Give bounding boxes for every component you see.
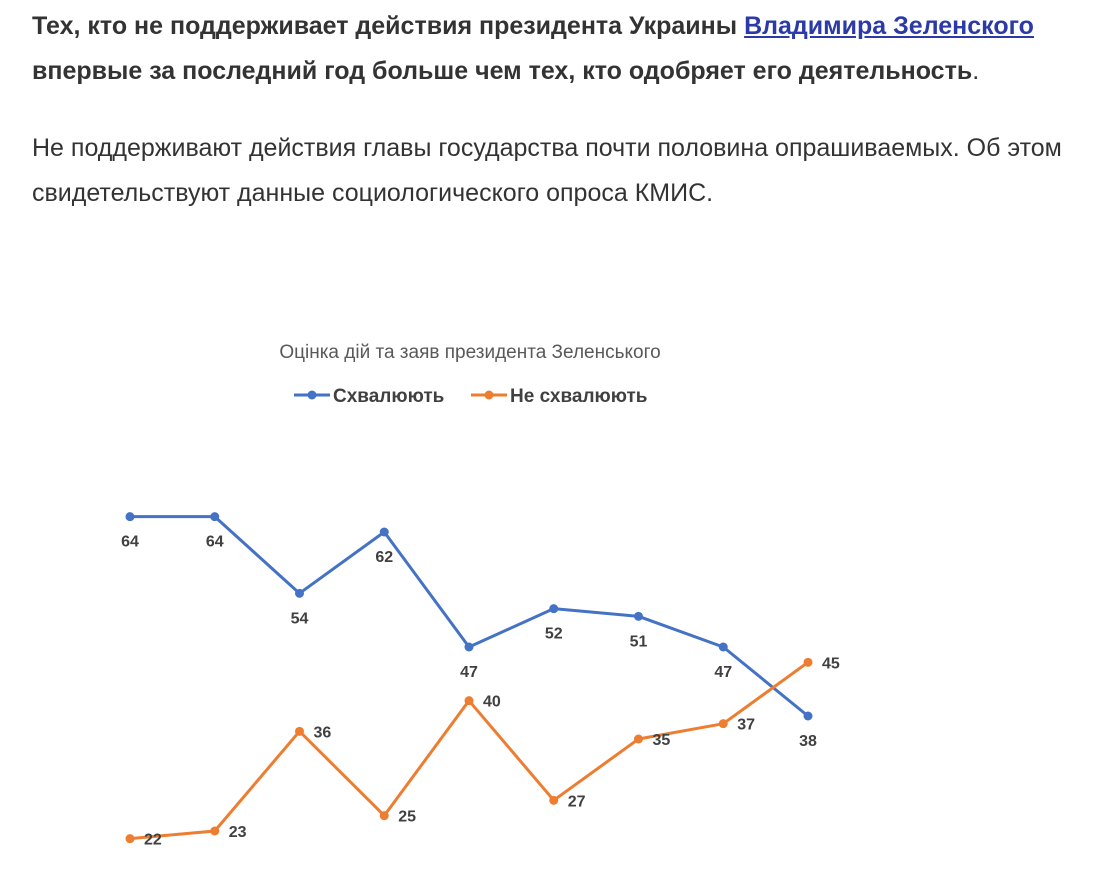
data-point-approve bbox=[549, 604, 559, 614]
data-label-disapprove: 22 bbox=[144, 832, 162, 849]
data-point-disapprove bbox=[803, 657, 813, 667]
line-chart: Оцінка дій та заяв президента Зеленськог… bbox=[121, 342, 840, 849]
data-point-disapprove bbox=[718, 719, 728, 729]
data-label-approve: 47 bbox=[714, 664, 732, 681]
data-label-approve: 51 bbox=[630, 633, 648, 650]
data-label-disapprove: 45 bbox=[822, 655, 840, 672]
data-point-approve bbox=[210, 512, 220, 522]
data-label-approve: 38 bbox=[799, 733, 817, 750]
lead-text-start: Тех, кто не поддерживает действия презид… bbox=[32, 12, 745, 40]
data-label-disapprove: 37 bbox=[737, 717, 755, 734]
legend-label-disapprove: Не схвалюють bbox=[510, 386, 647, 407]
data-label-disapprove: 36 bbox=[314, 724, 332, 741]
series-line-disapprove bbox=[129, 661, 809, 841]
data-point-disapprove bbox=[634, 734, 643, 744]
plot-area: 64 64 54 62 47 52 51 47 38 22 23 36 25 40 27 35 37 45 bbox=[121, 512, 840, 849]
chart-legend: Схвалюють Не схвалюють bbox=[294, 386, 647, 407]
data-point-disapprove bbox=[379, 811, 389, 821]
legend-label-approve: Схвалюють bbox=[333, 386, 444, 407]
data-label-disapprove: 27 bbox=[568, 793, 586, 810]
lead-paragraph: Тех, кто не поддерживает действия презид… bbox=[32, 0, 1082, 94]
data-label-approve: 64 bbox=[121, 534, 139, 551]
data-point-approve bbox=[803, 711, 813, 721]
data-point-approve bbox=[295, 588, 304, 598]
data-label-approve: 52 bbox=[545, 626, 563, 643]
data-point-disapprove bbox=[125, 834, 135, 844]
data-point-approve bbox=[125, 512, 135, 522]
data-point-approve bbox=[379, 527, 389, 537]
lead-period: . bbox=[972, 57, 980, 85]
data-point-disapprove bbox=[549, 795, 559, 805]
data-point-disapprove bbox=[210, 826, 220, 836]
data-label-approve: 47 bbox=[460, 664, 478, 681]
data-label-disapprove: 25 bbox=[398, 809, 416, 826]
chart-title: Оцінка дій та заяв президента Зеленськог… bbox=[279, 342, 660, 363]
data-point-disapprove bbox=[295, 726, 304, 736]
data-label-disapprove: 35 bbox=[653, 732, 671, 749]
data-label-approve: 62 bbox=[375, 549, 393, 566]
data-point-approve bbox=[634, 611, 643, 621]
data-label-approve: 64 bbox=[206, 534, 224, 551]
zelensky-link[interactable]: Владимира Зеленского bbox=[744, 12, 1034, 40]
data-point-disapprove bbox=[464, 696, 474, 706]
legend-marker-dot-disapprove bbox=[484, 390, 494, 400]
body-paragraph: Не поддерживают действия главы государст… bbox=[32, 134, 1062, 207]
data-point-approve bbox=[718, 642, 728, 652]
data-label-approve: 54 bbox=[291, 610, 309, 627]
data-label-disapprove: 40 bbox=[483, 694, 501, 711]
lead-text-end: впервые за последний год больше чем тех,… bbox=[32, 57, 973, 85]
legend-marker-dot-approve bbox=[307, 390, 317, 400]
series-line-approve bbox=[130, 515, 809, 718]
chart-container: Оцінка дій та заяв президента Зеленськог… bbox=[0, 330, 1107, 883]
data-label-disapprove: 23 bbox=[229, 824, 247, 841]
article-body: Тех, кто не поддерживает действия презид… bbox=[32, 0, 1082, 216]
data-point-approve bbox=[464, 642, 474, 652]
